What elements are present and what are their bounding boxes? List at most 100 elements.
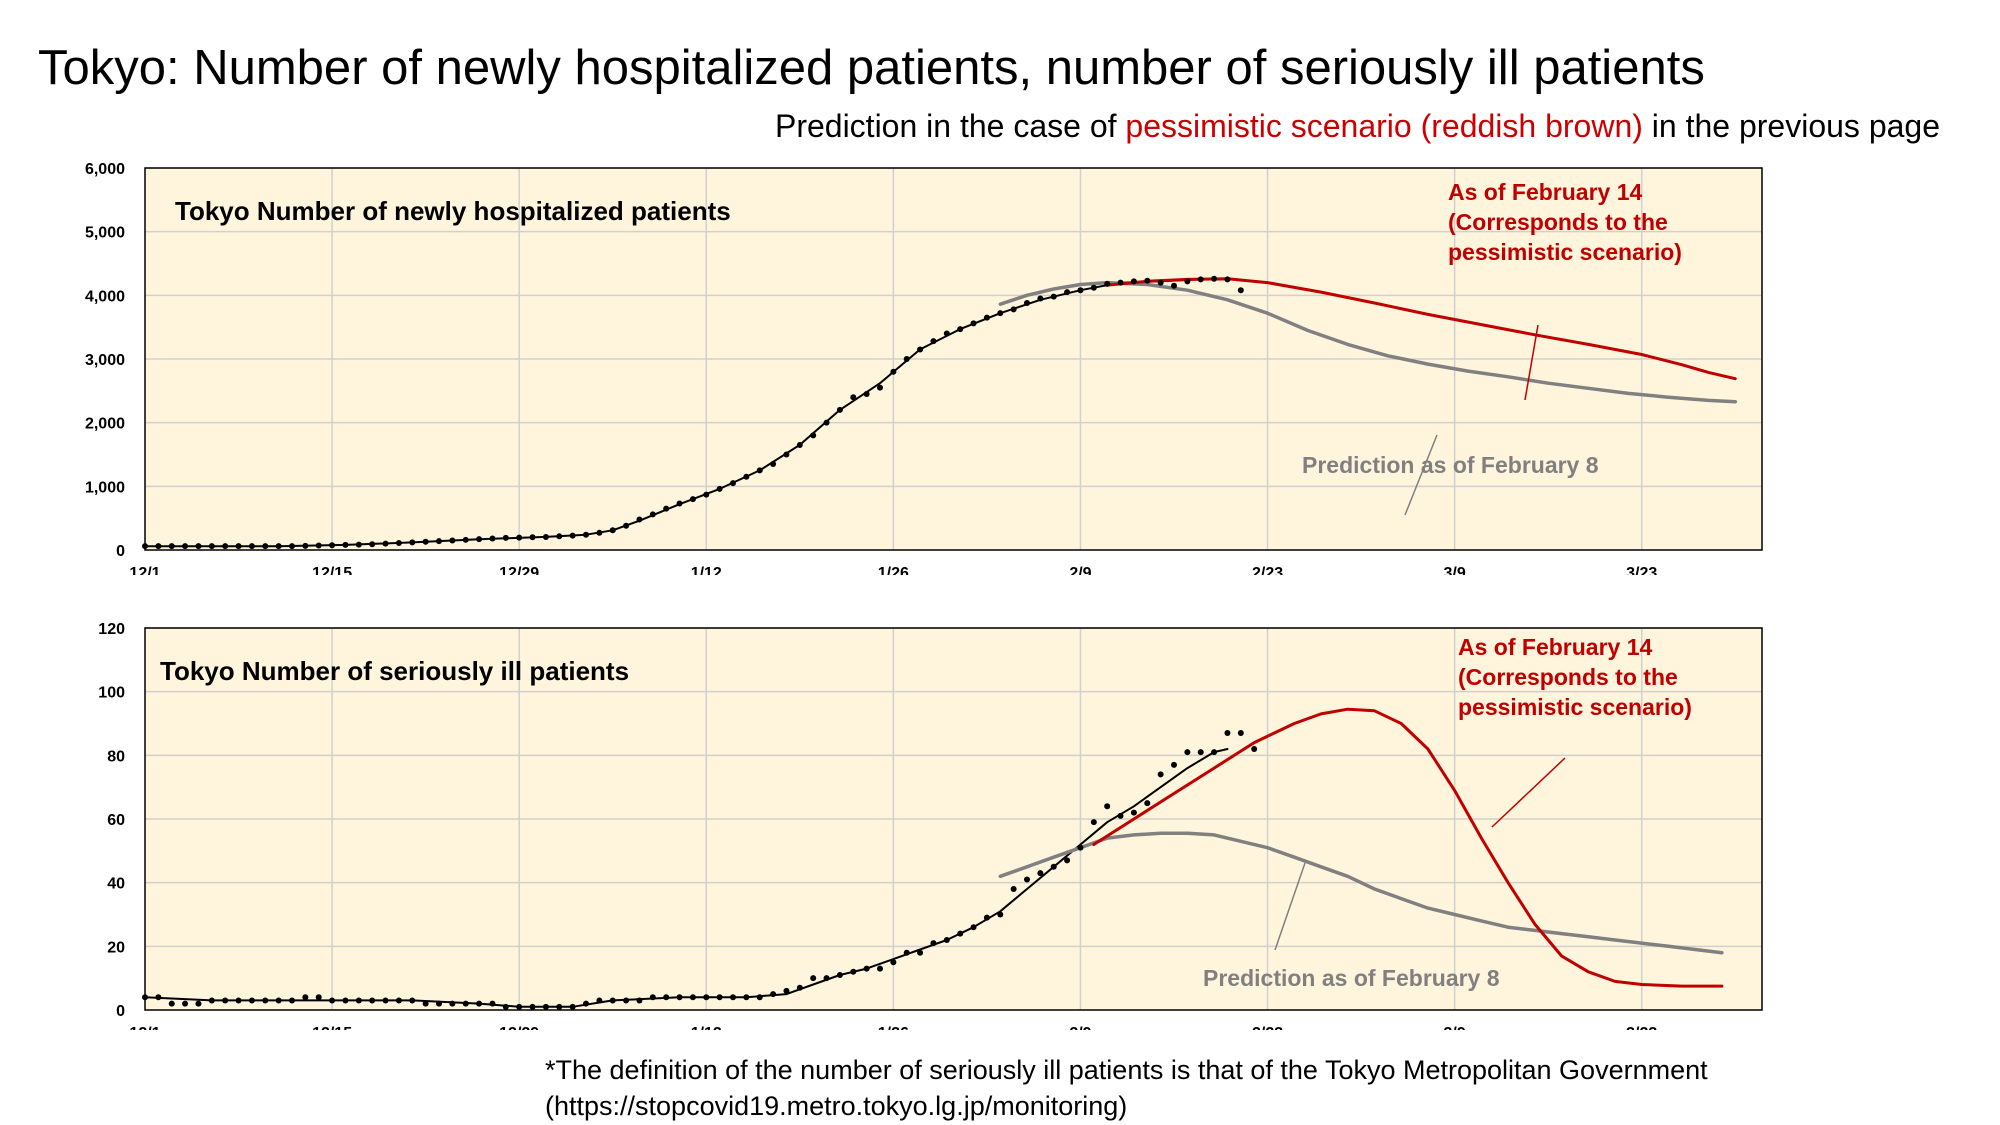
subtitle-highlight: pessimistic scenario (reddish brown) — [1125, 108, 1643, 144]
hosp-observed-point — [917, 346, 924, 353]
ill-pessimistic-line — [1092, 707, 1724, 988]
hosp-observed-point — [756, 467, 763, 474]
ill-observed-point — [1064, 857, 1071, 864]
hosp-observed-point — [770, 461, 777, 468]
ill-observed-point — [689, 994, 696, 1001]
hosp-observed-point — [663, 505, 670, 512]
hosp-observed-point — [436, 538, 442, 545]
ill-y-tick-label: 100 — [98, 685, 125, 702]
ill-observed-point — [275, 997, 282, 1004]
hosp-observed-point — [1077, 287, 1084, 294]
ill-observed-point — [182, 1000, 189, 1007]
hosp-observed-point — [689, 496, 696, 503]
ill-observed-point — [315, 994, 322, 1001]
hosp-observed-point — [275, 543, 282, 550]
ill-chart-title: Tokyo Number of seriously ill patients — [160, 656, 629, 686]
hosp-observed-point — [1157, 279, 1164, 286]
ill-observed-point — [195, 1000, 202, 1007]
ill-observed-point — [1104, 803, 1111, 810]
ill-observed-point — [155, 994, 162, 1001]
ill-plot-frame — [144, 627, 1763, 1011]
hosp-observed-point — [850, 394, 857, 401]
ill-observed-point — [1117, 812, 1124, 819]
ill-observed-point — [770, 991, 777, 998]
ill-x-tick-label: 3/9 — [1444, 1025, 1466, 1030]
ill-observed-point — [823, 975, 830, 982]
hosp-observed-point — [957, 326, 964, 333]
hosp-y-tick-label: 1,000 — [85, 479, 125, 496]
ill-observed-point — [970, 924, 977, 931]
hosp-x-tick-label: 3/9 — [1444, 565, 1466, 575]
hosp-observed-point — [1117, 279, 1124, 286]
hosp-observed-point — [676, 500, 683, 507]
ill-observed-point — [810, 975, 817, 982]
ill-observed-point — [1050, 863, 1057, 870]
ill-observed-point — [1090, 819, 1097, 826]
hosp-observed-point — [449, 537, 456, 544]
hosp-y-tick-label: 3,000 — [85, 352, 125, 369]
hosp-observed-point — [235, 543, 242, 550]
subtitle-prefix: Prediction in the case of — [774, 108, 1126, 144]
hospitalized-chart: 0 1,000 2,000 3,000 4,000 5,000 6,000 12/1 12/15… — [85, 161, 1763, 575]
ill-annotation-feb8: Prediction as of February 8 — [1203, 965, 1500, 991]
ill-annotation-line: (Corresponds to the — [1458, 664, 1678, 690]
hosp-x-tick-label: 2/23 — [1252, 565, 1283, 575]
ill-observed-point — [917, 949, 924, 956]
ill-observed-point — [957, 930, 964, 937]
footnote-source-url: (https://stopcovid19.metro.tokyo.lg.jp/m… — [545, 1091, 1128, 1121]
ill-observed-point — [262, 997, 269, 1004]
ill-observed-point — [596, 997, 603, 1004]
hosp-feb8-prediction-line — [998, 280, 1738, 404]
page-title: Tokyo: Number of newly hospitalized pati… — [38, 41, 1705, 95]
ill-x-tick-label: 2/9 — [1069, 1025, 1091, 1030]
hosp-observed-point — [636, 516, 643, 523]
ill-observed-point — [850, 968, 857, 975]
subtitle: Prediction in the case of pessimistic sc… — [775, 108, 1940, 145]
hosp-observed-point — [730, 480, 736, 487]
ill-observed-point — [355, 997, 362, 1004]
hosp-leader-line-pess — [1524, 324, 1539, 401]
hosp-observed-point — [329, 542, 336, 549]
hosp-observed-point — [716, 485, 723, 492]
ill-observed-point — [289, 997, 295, 1004]
ill-x-tick-label: 3/23 — [1626, 1025, 1657, 1030]
hosp-observed-point — [1010, 306, 1017, 313]
ill-observed-point — [422, 1000, 429, 1007]
ill-observed-point — [1077, 844, 1084, 851]
hosp-observed-point — [1237, 287, 1244, 294]
hosp-observed-point — [1050, 293, 1057, 300]
ill-observed-point — [716, 994, 723, 1001]
ill-annotation-pess: As of February 14 (Corresponds to the pess… — [1458, 634, 1692, 720]
ill-x-tick-label: 12/15 — [312, 1025, 352, 1030]
hosp-observed-point — [516, 534, 523, 541]
hosp-observed-point — [168, 543, 175, 550]
ill-observed-point — [743, 994, 750, 1001]
ill-observed-point — [623, 997, 630, 1004]
hosp-observed-point — [462, 536, 469, 543]
ill-observed-point — [943, 936, 950, 943]
hosp-observed-point — [302, 542, 309, 549]
footnote: *The definition of the number of serious… — [545, 1052, 1708, 1124]
ill-observed-point — [489, 1000, 496, 1007]
hosp-observed-point — [1144, 277, 1151, 284]
ill-observed-point — [756, 994, 763, 1001]
hosp-observed-point — [877, 384, 883, 391]
hosp-annotation-line: (Corresponds to the — [1448, 209, 1668, 235]
hosp-observed-point — [783, 451, 790, 458]
ill-observed-point — [1130, 809, 1137, 816]
ill-observed-point — [703, 994, 710, 1001]
ill-observed-point — [730, 994, 736, 1001]
ill-observed-point — [863, 965, 870, 972]
ill-observed-point — [168, 1000, 175, 1007]
hosp-observed-point — [823, 419, 830, 426]
ill-observed-point — [1024, 876, 1030, 883]
hosp-observed-point — [262, 543, 269, 550]
ill-y-tick-label: 20 — [107, 939, 125, 956]
ill-observed-point — [516, 1003, 523, 1010]
hosp-observed-point — [703, 491, 710, 498]
hosp-observed-point — [155, 543, 162, 550]
hosp-observed-point — [596, 529, 603, 536]
hosp-x-tick-label: 2/9 — [1069, 565, 1091, 575]
ill-observed-point — [502, 1003, 509, 1010]
ill-observed-point — [836, 971, 843, 978]
